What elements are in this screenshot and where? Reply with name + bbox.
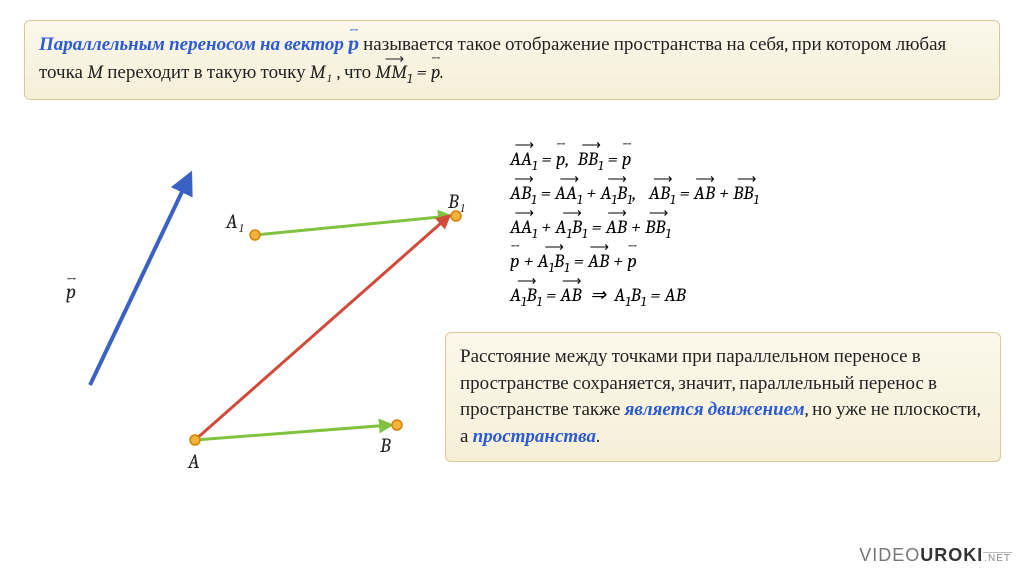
definition-M: M [87,61,103,83]
watermark-net: .NET [983,552,1012,564]
eq-line-5: A1B1 = AB ⇒ A1B1 = AB [510,281,1010,313]
point-label-A: A [188,450,200,473]
definition-term-vec: p [348,33,359,55]
eq-line-1: AA1 = p, BB1 = p [510,145,1010,177]
note-emph-1: является движением [625,398,805,420]
p-vector-label: p [66,280,76,303]
note-emph-2: пространства [473,425,596,447]
point-label-B: B [380,434,391,457]
point-label-A1: A₁ [226,210,245,234]
vector-A_to_B [195,425,391,440]
definition-text-3: , что [336,61,375,83]
note-text-3: . [596,425,600,447]
eq-line-4: p + A1B1 = AB + p [510,247,1010,279]
vector-diagram: A B A₁ B₁ p [30,150,500,480]
point-label-B1: B₁ [448,190,466,214]
diagram-svg [30,150,500,480]
definition-eq: MM1 = p. [375,61,444,83]
definition-text-2: переходит в такую точку [107,61,310,83]
point-B [392,420,402,430]
watermark-part1: VIDEO [859,545,920,565]
watermark: VIDEOUROKI.NET [859,545,1012,566]
vector-A1_to_B1 [255,216,450,235]
eq-line-3: AA1 + A1B1 = AB + BB1 [510,213,1010,245]
vector-p_vec [90,175,190,385]
point-A1 [250,230,260,240]
definition-term: Параллельным переносом на вектор [39,33,344,55]
watermark-part2: UROKI [920,545,983,565]
vector-A_to_B1 [195,216,449,440]
definition-M1: M₁ [310,61,332,83]
equations-block: AA1 = p, BB1 = p AB1 = AA1 + A1B1, AB1 =… [510,145,1010,315]
definition-box: Параллельным переносом на вектор p назыв… [24,20,1000,100]
point-A [190,435,200,445]
note-box: Расстояние между точками при параллельно… [445,332,1001,462]
